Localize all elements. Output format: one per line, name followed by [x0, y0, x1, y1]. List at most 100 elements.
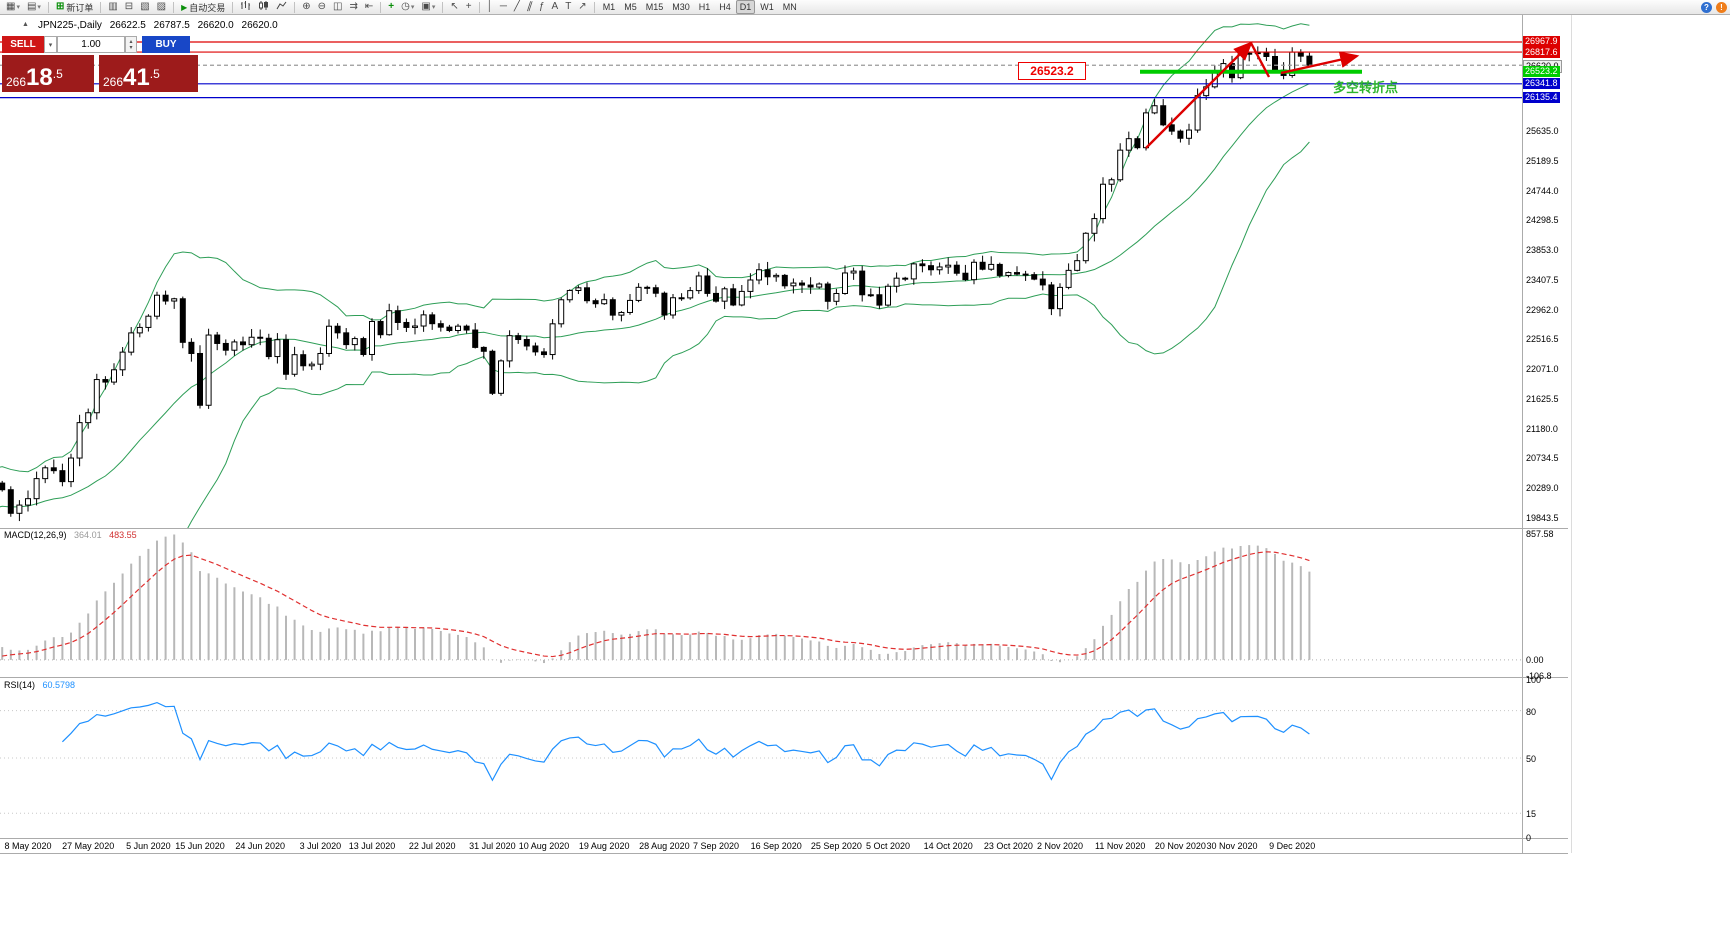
arrows-tool-icon: ↗ — [578, 1, 587, 12]
timeframe-m1-button[interactable]: M1 — [602, 2, 616, 12]
one-click-collapse-icon[interactable]: ▲ — [22, 21, 29, 28]
turning-point-annotation[interactable]: 多空转折点 — [1333, 80, 1399, 95]
chart-bottom-border — [0, 853, 1568, 854]
new-chart-icon: ▦ — [6, 1, 16, 12]
trend-arrow[interactable] — [1145, 41, 1253, 149]
pane-separator[interactable] — [0, 677, 1568, 678]
low-value: 26620.0 — [197, 20, 234, 31]
templates-button[interactable]: ▣ ▾ — [418, 1, 438, 14]
toolbar-separator — [232, 1, 234, 13]
tile-windows-icon: ◫ — [333, 1, 343, 12]
chart-info-line: JPN225-,Daily 26622.5 26787.5 26620.0 26… — [38, 20, 283, 31]
sell-price-big: 18 — [26, 64, 53, 91]
sell-price-prefix: 266 — [6, 75, 27, 89]
crosshair-button[interactable]: + — [463, 1, 475, 14]
fibonacci-button[interactable]: ƒ — [536, 1, 548, 14]
pane-separator[interactable] — [0, 838, 1568, 839]
volume-dropdown[interactable]: ▾ — [44, 36, 57, 53]
navigator-button[interactable]: ▧ — [137, 1, 152, 14]
text-tool-icon: A — [551, 1, 559, 12]
high-value: 26787.5 — [153, 20, 190, 31]
buy-price-suffix: .5 — [149, 67, 160, 81]
timeframe-w1-button[interactable]: W1 — [760, 2, 774, 12]
timeframe-m5-button[interactable]: M5 — [624, 2, 637, 12]
buy-price-big: 41 — [123, 64, 150, 91]
market-watch-button[interactable]: ▥ — [105, 1, 120, 14]
trendline-icon: ╱ — [513, 1, 520, 12]
trend-arrow[interactable] — [1249, 42, 1271, 78]
auto-trading-button[interactable]: ▶ 自动交易 — [178, 1, 228, 14]
volume-stepper[interactable]: ▴ ▾ — [125, 36, 137, 53]
terminal-icon: ▨ — [156, 1, 167, 12]
rsi-pane[interactable] — [0, 701, 1522, 814]
market-watch-icon: ▥ — [108, 1, 118, 12]
trendline-button[interactable]: ╱ — [511, 1, 523, 14]
toolbar-separator — [294, 1, 296, 13]
sell-price-suffix: .5 — [52, 67, 63, 81]
rsi-label: RSI(14) 60.5798 — [4, 680, 75, 690]
label-tool-button[interactable]: T — [562, 1, 574, 14]
timeframe-m15-button[interactable]: M15 — [645, 2, 664, 12]
indicators-button[interactable]: + — [385, 1, 397, 14]
candlestick-chart-icon — [258, 0, 269, 14]
drawing-objects-layer[interactable] — [0, 41, 1522, 149]
community-icon[interactable]: ! — [1716, 1, 1727, 13]
macd-label: MACD(12,26,9) 364.01 483.55 — [4, 530, 137, 540]
chevron-down-icon: ▾ — [431, 4, 436, 11]
templates-icon: ▣ — [421, 1, 431, 12]
timeframe-h4-button[interactable]: H4 — [719, 2, 731, 12]
zoom-out-button[interactable]: ⊖ — [315, 1, 329, 14]
trend-arrow[interactable] — [1280, 51, 1360, 75]
new-order-button[interactable]: ⊞ 新订单 — [53, 1, 96, 14]
chart-shift-button[interactable]: ⇤ — [362, 1, 376, 14]
timeframe-h1-button[interactable]: H1 — [698, 2, 711, 12]
new-chart-button[interactable]: ▦ ▾ — [3, 1, 23, 14]
line-chart-button[interactable] — [273, 1, 290, 14]
data-window-button[interactable]: ⊟ — [122, 1, 136, 14]
volume-input[interactable]: 1.00 — [57, 36, 125, 53]
periods-button[interactable]: ◷ ▾ — [398, 1, 417, 14]
bar-chart-button[interactable] — [237, 1, 254, 14]
price-annotation-box[interactable]: 26523.2 — [1018, 62, 1086, 80]
text-tool-button[interactable]: A — [549, 1, 562, 14]
main-pane[interactable] — [0, 23, 1313, 567]
arrows-tool-button[interactable]: ↗ — [575, 1, 589, 14]
auto-scroll-button[interactable]: ⇉ — [347, 1, 361, 14]
horizontal-line-button[interactable]: ─ — [497, 1, 510, 14]
clock-icon: ◷ — [401, 1, 410, 12]
timeframe-mn-button[interactable]: MN — [782, 2, 797, 12]
rsi-value: 60.5798 — [42, 680, 76, 690]
crosshair-icon: + — [465, 1, 472, 12]
macd-signal-value: 483.55 — [109, 530, 137, 540]
vertical-line-button[interactable]: │ — [484, 1, 496, 14]
zoom-out-icon: ⊖ — [317, 1, 327, 12]
toolbar-separator — [100, 1, 102, 13]
price-axis-separator — [1522, 15, 1523, 853]
navigator-icon: ▧ — [140, 1, 150, 12]
cursor-icon: ↖ — [450, 1, 459, 12]
timeframe-d1-button[interactable]: D1 — [735, 0, 756, 14]
help-icon[interactable]: ? — [1701, 1, 1712, 13]
window-edge — [1571, 15, 1572, 853]
timeframe-m30-button[interactable]: M30 — [672, 2, 690, 12]
channel-button[interactable]: ∥ — [524, 1, 535, 14]
chevron-down-icon: ▾ — [48, 41, 53, 49]
play-icon: ▶ — [181, 2, 188, 12]
profiles-button[interactable]: ▤ ▾ — [24, 1, 44, 14]
buy-price-box[interactable]: 266 41.5 — [99, 55, 198, 92]
sell-button[interactable]: SELL — [2, 36, 44, 53]
toolbar-separator — [478, 1, 480, 13]
macd-title: MACD(12,26,9) — [4, 530, 67, 540]
zoom-in-icon: ⊕ — [302, 1, 311, 12]
sell-price-box[interactable]: 266 18.5 — [2, 55, 94, 92]
macd-pane[interactable] — [0, 534, 1522, 664]
buy-button[interactable]: BUY — [142, 36, 190, 53]
pane-separator[interactable] — [0, 528, 1568, 529]
profiles-icon: ▤ — [26, 1, 37, 12]
candlestick-chart-button[interactable] — [255, 1, 272, 14]
tile-windows-button[interactable]: ◫ — [330, 1, 345, 14]
zoom-in-button[interactable]: ⊕ — [299, 1, 313, 14]
cursor-button[interactable]: ↖ — [447, 1, 461, 14]
terminal-button[interactable]: ▨ — [154, 1, 169, 14]
